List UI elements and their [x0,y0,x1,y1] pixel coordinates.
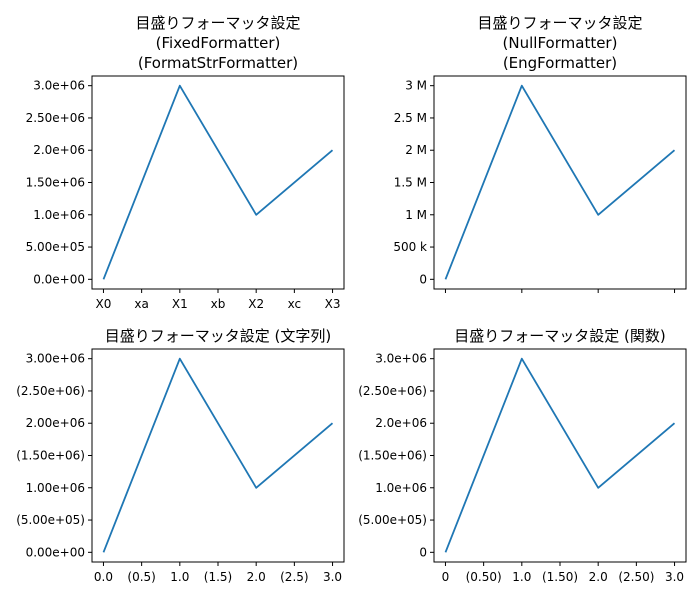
x-tick-label: (2.50) [618,570,654,584]
y-tick-label: 1.00e+06 [26,481,85,495]
y-tick-label: 3.0e+06 [375,352,427,366]
plot-frame [433,348,687,563]
y-tick-label: (1.50e+06) [16,449,85,463]
y-tick-label: 0 [419,272,427,286]
y-tick-label: (2.50e+06) [16,384,85,398]
series-line [444,84,676,280]
y-tick-label: 500 k [393,240,427,254]
subplot-2: 目盛りフォーマッタ設定 (NullFormatter) (EngFormatter)… [393,14,687,293]
x-tick-label: (0.5) [127,570,155,584]
y-tick-label: 3.00e+06 [26,352,85,366]
x-tick-label: 1.0 [512,570,531,584]
x-tick-label: X1 [172,297,188,311]
x-tick-label: (0.50) [466,570,502,584]
y-tick-label: 3.0e+06 [33,79,85,93]
x-tick-label: (2.5) [280,570,308,584]
x-tick-label: xc [288,297,302,311]
chart-title-line: (EngFormatter) [503,54,617,72]
y-tick-label: 2.00e+06 [26,416,85,430]
y-tick-label: (2.50e+06) [358,384,427,398]
y-tick-label: 2 M [405,143,427,157]
x-tick-label: 3.0 [323,570,342,584]
chart-title-line: (NullFormatter) [503,34,618,52]
x-tick-label: xb [211,297,226,311]
chart-title-line: (FixedFormatter) [156,34,281,52]
x-tick-label: 2.0 [247,570,266,584]
y-tick-label: 1.5 M [394,176,427,190]
chart-title-line: 目盛りフォーマッタ設定 (文字列) [105,327,331,345]
plot-frame [91,348,345,563]
x-tick-label: X2 [248,297,264,311]
series-line [102,357,334,553]
y-tick-label: (5.00e+05) [16,513,85,527]
y-tick-label: 0.0e+00 [33,272,85,286]
x-tick-label: 0.0 [94,570,113,584]
x-tick-label: 0 [442,570,450,584]
y-tick-label: 1.0e+06 [375,481,427,495]
series-line [444,357,676,553]
y-tick-label: 2.0e+06 [375,416,427,430]
y-tick-label: 0 [419,545,427,559]
x-tick-label: X0 [96,297,112,311]
plot-frame [91,75,345,290]
subplot-3: 目盛りフォーマッタ設定 (文字列) 0.00e+00 (5.00e+05) 1.00e… [16,327,345,584]
chart-title-line: 目盛りフォーマッタ設定 [135,14,300,32]
subplot-4: 目盛りフォーマッタ設定 (関数) 0 (5.00e+05) 1.0e+06 (1.50e… [358,327,687,584]
y-tick-label: 5.00e+05 [26,240,85,254]
chart-title-line: 目盛りフォーマッタ設定 (関数) [454,327,665,345]
y-tick-label: 1.0e+06 [33,208,85,222]
x-tick-label: (1.50) [542,570,578,584]
y-tick-label: 3 M [405,79,427,93]
x-tick-label: X3 [325,297,341,311]
subplot-1: 目盛りフォーマッタ設定 (FixedFormatter) (FormatStrFor… [26,14,345,311]
y-tick-label: 1 M [405,208,427,222]
x-tick-label: 1.0 [170,570,189,584]
y-tick-label: 2.5 M [394,111,427,125]
x-tick-label: 3.0 [665,570,684,584]
x-tick-label: 2.0 [589,570,608,584]
chart-title-line: 目盛りフォーマッタ設定 [477,14,642,32]
y-tick-label: 1.50e+06 [26,176,85,190]
y-tick-label: (5.00e+05) [358,513,427,527]
plot-frame [433,75,687,290]
y-tick-label: 0.00e+00 [26,545,85,559]
x-tick-label: xa [134,297,148,311]
x-tick-label: (1.5) [204,570,232,584]
chart-title-line: (FormatStrFormatter) [138,54,298,72]
y-tick-label: 2.0e+06 [33,143,85,157]
series-line [102,84,334,280]
y-tick-label: (1.50e+06) [358,449,427,463]
y-tick-label: 2.50e+06 [26,111,85,125]
